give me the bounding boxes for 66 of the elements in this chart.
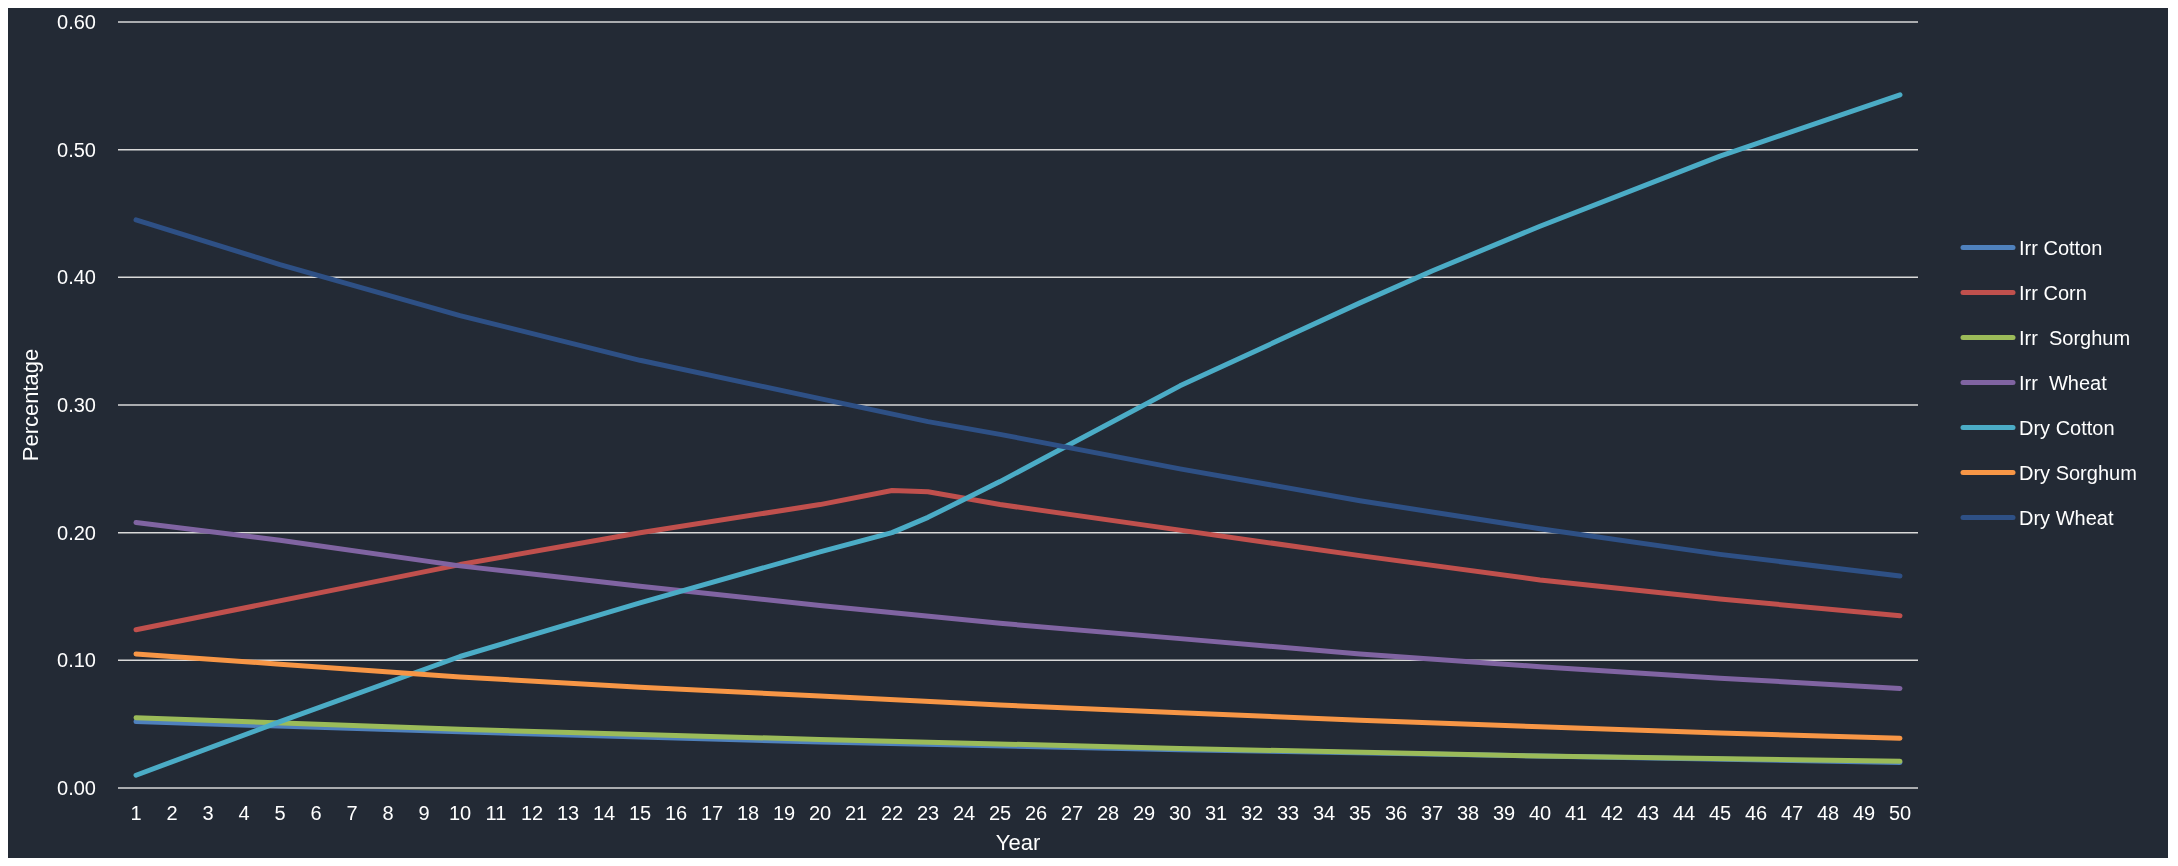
x-tick-label: 2 [166, 802, 178, 824]
x-tick-label: 9 [418, 802, 430, 824]
x-tick-label: 18 [736, 802, 760, 824]
x-tick-label: 25 [988, 802, 1012, 824]
x-tick-label: 39 [1492, 802, 1516, 824]
x-tick-label: 36 [1384, 802, 1408, 824]
x-tick-label: 13 [556, 802, 580, 824]
y-tick-label: 0.60 [57, 11, 96, 33]
x-tick-label: 8 [382, 802, 394, 824]
legend-label: Dry Sorghum [2019, 461, 2137, 484]
x-tick-label: 6 [310, 802, 322, 824]
x-tick-label: 12 [520, 802, 544, 824]
x-tick-label: 48 [1816, 802, 1840, 824]
x-tick-label: 35 [1348, 802, 1372, 824]
x-tick-label: 27 [1060, 802, 1084, 824]
x-tick-label: 23 [916, 802, 940, 824]
y-tick-label: 0.30 [57, 394, 96, 416]
x-tick-label: 4 [238, 802, 250, 824]
x-tick-label: 15 [628, 802, 652, 824]
x-tick-label: 22 [880, 802, 904, 824]
x-tick-label: 47 [1780, 802, 1804, 824]
x-tick-label: 37 [1420, 802, 1444, 824]
x-tick-label: 42 [1600, 802, 1624, 824]
x-tick-label: 5 [274, 802, 286, 824]
legend-label: Dry Wheat [2019, 506, 2114, 529]
x-tick-label: 24 [952, 802, 976, 824]
x-tick-label: 46 [1744, 802, 1768, 824]
x-tick-label: 50 [1888, 802, 1912, 824]
x-tick-label: 30 [1168, 802, 1192, 824]
x-tick-label: 45 [1708, 802, 1732, 824]
x-tick-label: 33 [1276, 802, 1300, 824]
x-tick-label: 43 [1636, 802, 1660, 824]
x-axis-title: Year [995, 830, 1041, 855]
legend-label: Irr Wheat [2019, 371, 2108, 394]
x-tick-label: 20 [808, 802, 832, 824]
x-tick-label: 16 [664, 802, 688, 824]
x-tick-label: 38 [1456, 802, 1480, 824]
x-tick-label: 32 [1240, 802, 1264, 824]
y-tick-label: 0.20 [57, 521, 96, 544]
y-tick-label: 0.50 [57, 138, 96, 161]
x-tick-label: 11 [485, 802, 507, 824]
legend-label: Irr Cotton [2019, 236, 2103, 259]
x-tick-label: 49 [1852, 802, 1876, 824]
x-tick-label: 21 [844, 802, 868, 824]
x-tick-label: 14 [592, 802, 616, 824]
x-tick-label: 28 [1096, 802, 1120, 824]
x-tick-label: 7 [346, 802, 358, 824]
legend-label: Dry Cotton [2019, 416, 2115, 439]
y-tick-label: 0.40 [57, 266, 96, 289]
y-axis-title: Percentage [18, 348, 43, 462]
x-tick-label: 3 [202, 802, 214, 824]
legend-label: Irr Sorghum [2019, 326, 2131, 349]
x-tick-label: 26 [1024, 802, 1048, 824]
x-tick-label: 34 [1312, 802, 1336, 824]
x-tick-label: 40 [1528, 802, 1552, 824]
y-tick-label: 0.10 [57, 649, 96, 672]
x-tick-label: 41 [1564, 802, 1588, 824]
x-tick-label: 17 [700, 802, 724, 824]
y-tick-label: 0.00 [57, 777, 96, 799]
x-tick-label: 10 [448, 802, 472, 824]
x-tick-label: 19 [772, 802, 796, 824]
x-tick-label: 44 [1672, 802, 1696, 824]
x-tick-label: 1 [130, 802, 142, 824]
x-tick-label: 31 [1204, 802, 1228, 824]
x-tick-label: 29 [1132, 802, 1156, 824]
legend-label: Irr Corn [2019, 281, 2087, 304]
